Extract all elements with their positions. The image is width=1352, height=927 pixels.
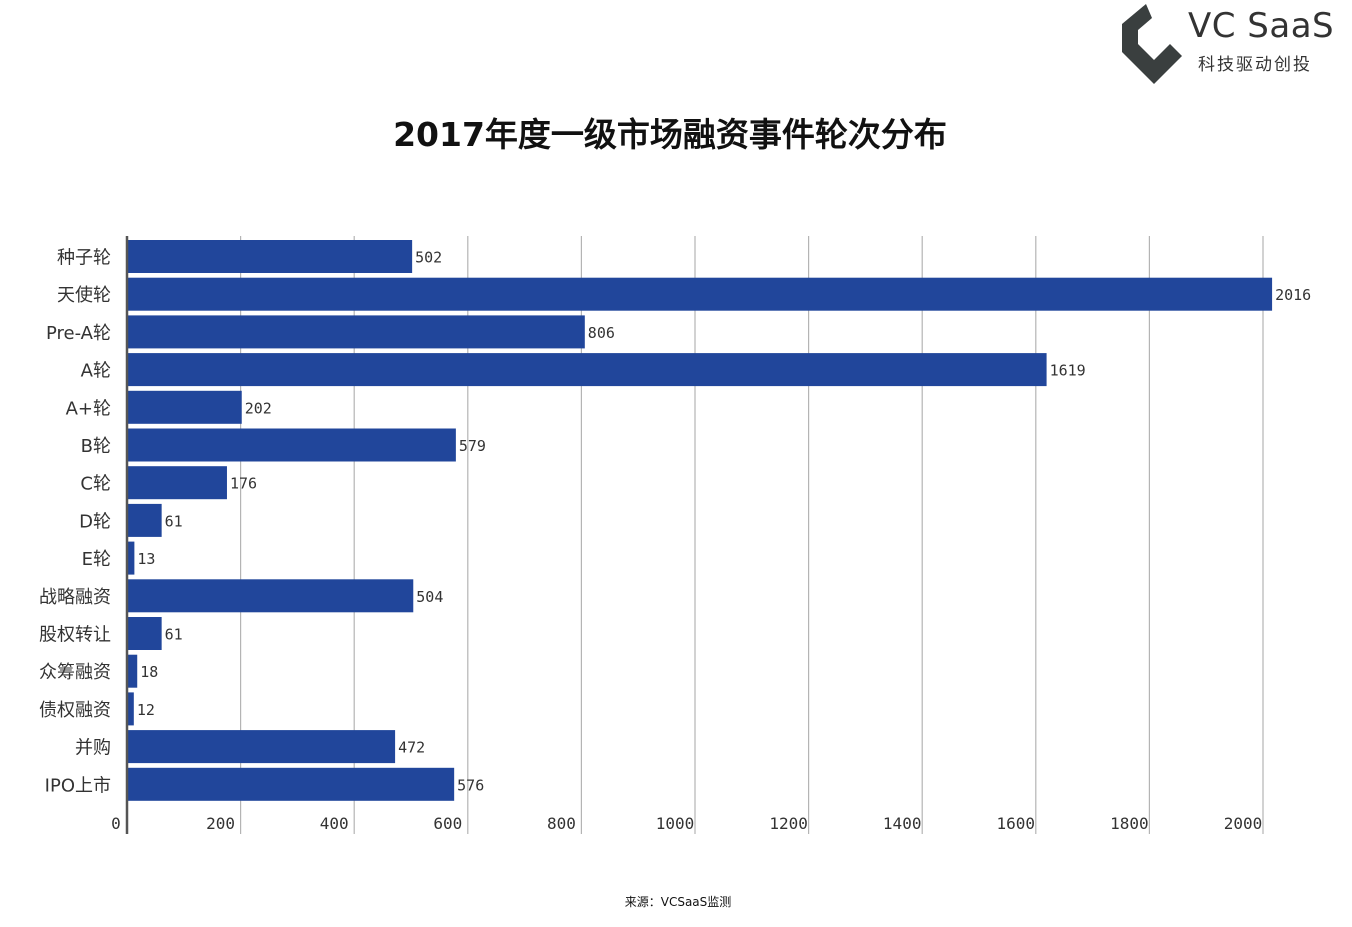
chart-title: 2017年度一级市场融资事件轮次分布 [393,115,947,154]
category-label-0: 种子轮 [57,248,111,269]
bar-12 [127,692,134,726]
logo-tagline: 科技驱动创投 [1198,55,1312,75]
bar-9 [127,579,414,613]
category-label-14: IPO上市 [45,775,111,796]
value-label-2: 806 [588,324,615,342]
value-label-8: 13 [137,550,155,568]
x-tick-label-400: 400 [320,814,349,833]
category-label-3: A轮 [81,361,111,382]
value-label-7: 61 [165,512,183,530]
category-label-13: 并购 [75,738,111,759]
logo: VC SaaS 科技驱动创投 [1112,0,1342,90]
category-label-1: 天使轮 [57,285,111,306]
category-label-5: B轮 [81,436,111,457]
bar-chart: 种子轮 502 天使轮 2016 Pre-A轮 806 A轮 1619 A+轮 202 B轮 579 C… [39,236,1311,834]
value-label-5: 579 [459,437,486,455]
category-label-6: C轮 [80,474,111,495]
vc-saas-logo-icon [1122,4,1182,84]
bar-10 [127,617,162,650]
value-label-13: 472 [398,739,425,757]
value-label-3: 1619 [1050,362,1086,380]
category-label-9: 战略融资 [39,587,111,608]
bar-2 [127,315,585,349]
x-tick-label-200: 200 [206,814,235,833]
x-tick-label-800: 800 [547,814,576,833]
source-note: 来源：VCSaaS监测 [624,895,732,909]
bar-5 [127,428,456,462]
x-tick-label-1600: 1600 [997,814,1036,833]
x-tick-label-0: 0 [111,814,121,833]
value-label-1: 2016 [1275,286,1311,304]
bar-1 [127,277,1273,311]
bar-6 [127,466,227,500]
category-label-12: 债权融资 [39,700,111,721]
category-label-7: D轮 [79,511,111,532]
value-label-12: 12 [137,701,155,719]
bar-4 [127,390,242,424]
category-label-2: Pre-A轮 [46,323,111,344]
value-label-6: 176 [230,475,257,493]
logo-name: VC SaaS [1188,6,1335,46]
x-tick-label-1000: 1000 [656,814,695,833]
bar-14 [127,767,455,801]
x-tick-label-1400: 1400 [883,814,922,833]
value-label-9: 504 [416,588,443,606]
value-label-14: 576 [457,776,484,794]
bar-7 [127,503,162,537]
category-label-8: E轮 [82,549,111,570]
value-label-0: 502 [415,249,442,267]
value-label-11: 18 [140,663,158,681]
x-tick-label-1200: 1200 [769,814,808,833]
bar-0 [127,240,413,273]
bar-13 [127,730,396,764]
x-tick-label-600: 600 [433,814,462,833]
category-label-10: 股权转让 [39,625,111,646]
bar-11 [127,654,138,688]
category-label-11: 众筹融资 [39,662,111,683]
x-tick-label-2000: 2000 [1224,814,1263,833]
bar-3 [127,353,1047,387]
bar-8 [127,541,135,575]
x-tick-label-1800: 1800 [1110,814,1149,833]
category-label-4: A+轮 [66,398,111,419]
value-label-10: 61 [165,626,183,644]
value-label-4: 202 [245,399,272,417]
